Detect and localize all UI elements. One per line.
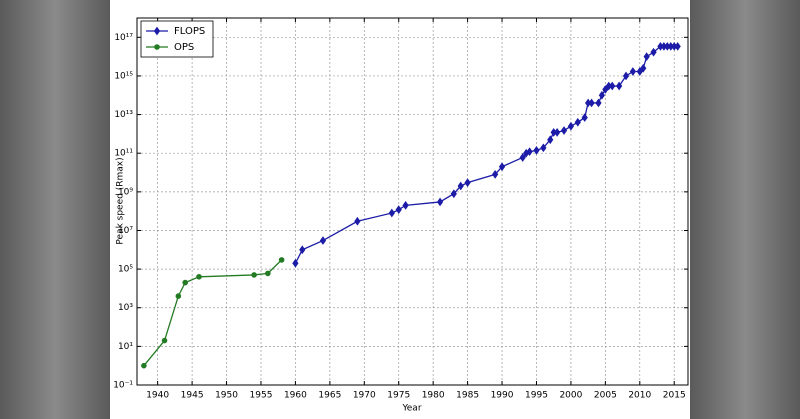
x-tick-label: 2010 [628, 391, 651, 401]
x-tick-label: 1970 [353, 391, 376, 401]
data-point [175, 293, 182, 299]
data-point [457, 181, 464, 191]
data-point [161, 337, 168, 344]
data-point [636, 67, 643, 76]
data-point [141, 362, 147, 369]
data-point [533, 146, 540, 155]
side-panel [0, 0, 110, 419]
data-point [650, 47, 657, 57]
x-tick-label: 1980 [422, 391, 445, 401]
side-panel [690, 0, 800, 419]
x-tick-label: 1995 [525, 391, 548, 401]
y-tick-label: 10⁷ [118, 226, 133, 236]
data-point [182, 279, 189, 286]
x-tick-label: 2005 [594, 391, 617, 401]
data-point [265, 270, 271, 277]
data-point [674, 42, 681, 51]
data-point [464, 178, 471, 187]
data-point [602, 85, 609, 94]
y-tick-label: 10¹⁷ [114, 33, 133, 43]
x-tick-label: 1985 [456, 391, 479, 401]
data-point [640, 63, 647, 73]
x-tick-label: 1990 [491, 391, 514, 401]
data-point [609, 81, 616, 91]
x-tick-label: 2000 [559, 391, 582, 401]
x-tick-label: 1960 [284, 391, 307, 401]
y-tick-label: 10¹¹ [114, 149, 133, 159]
data-point [643, 52, 650, 61]
data-point [622, 71, 630, 81]
x-axis-label: Year [401, 404, 421, 414]
x-tick-label: 1950 [215, 391, 238, 401]
data-point [547, 135, 554, 145]
x-tick-label: 2015 [663, 391, 686, 401]
data-point [588, 98, 595, 108]
data-point [498, 162, 506, 172]
legend-marker [154, 44, 160, 50]
data-point [299, 245, 306, 255]
data-point [395, 205, 402, 214]
data-point [450, 189, 457, 199]
x-tick-label: 1975 [387, 391, 410, 401]
data-point [540, 143, 547, 153]
data-point [492, 170, 499, 179]
legend-marker [153, 26, 161, 36]
data-point [436, 197, 444, 207]
x-tick-label: 1955 [250, 391, 273, 401]
data-point [567, 121, 575, 131]
data-point [595, 98, 602, 108]
y-tick-label: 10⁻¹ [113, 381, 133, 391]
y-tick-label: 10⁹ [118, 187, 133, 197]
y-tick-label: 10³ [118, 303, 133, 313]
data-point [388, 208, 395, 218]
data-point [554, 128, 561, 137]
legend-box [140, 20, 214, 58]
data-point [581, 113, 588, 122]
y-tick-label: 10¹⁵ [114, 71, 133, 81]
data-point [560, 126, 568, 135]
x-tick-label: 1965 [318, 391, 341, 401]
y-axis-label: Peak speed (Rmax) [116, 157, 126, 244]
data-point [292, 258, 299, 268]
y-tick-label: 10¹ [118, 342, 133, 352]
x-tick-label: 1945 [181, 391, 204, 401]
y-tick-label: 10⁵ [118, 265, 133, 275]
data-point [629, 67, 637, 76]
plot-frame [136, 17, 689, 386]
data-point [278, 257, 285, 263]
data-point [526, 147, 533, 157]
data-point [402, 200, 409, 210]
data-point [574, 117, 581, 127]
legend-label: FLOPS [174, 26, 205, 37]
legend-label: OPS [174, 42, 194, 53]
data-point [319, 236, 327, 245]
data-point [251, 272, 257, 278]
data-point [354, 216, 361, 226]
data-point [519, 153, 526, 162]
x-tick-label: 1940 [146, 391, 169, 401]
data-point [196, 273, 202, 280]
data-point [598, 90, 606, 100]
data-point [616, 81, 623, 91]
y-tick-label: 10¹³ [114, 110, 133, 120]
